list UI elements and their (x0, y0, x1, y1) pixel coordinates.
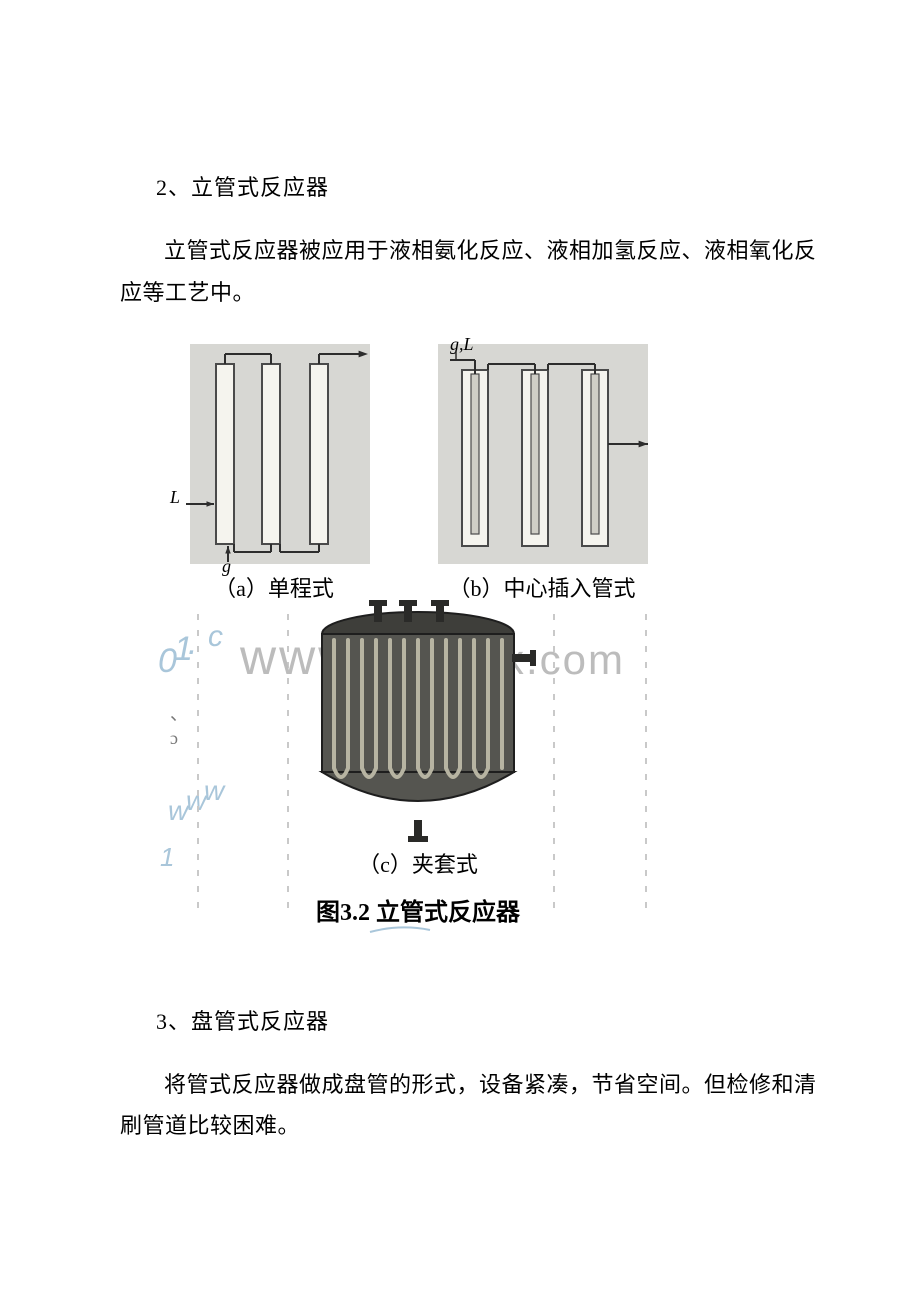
section-2-heading: 2、立管式反应器 (156, 170, 820, 202)
svg-text:g: g (222, 556, 231, 576)
section-3-body: 将管式反应器做成盘管的形式，设备紧凑，节省空间。但检修和清刷管道比较困难。 (120, 1064, 820, 1148)
svg-text:（a）单程式: （a）单程式 (214, 576, 334, 601)
section-2-body: 立管式反应器被应用于液相氨化反应、液相加氢反应、液相氧化反应等工艺中。 (120, 230, 820, 314)
svg-text:（c）夹套式: （c）夹套式 (358, 852, 478, 877)
section-3-heading: 3、盘管式反应器 (156, 1004, 820, 1036)
svg-text:1: 1 (160, 842, 174, 872)
svg-text:L: L (169, 487, 180, 507)
svg-text:、: 、 (170, 704, 188, 724)
svg-text:.: . (188, 624, 197, 662)
svg-text:w: w (204, 775, 226, 806)
svg-text:图3.2 立管式反应器: 图3.2 立管式反应器 (316, 898, 521, 926)
figure-3-2: 01.c、ɔwww1Lgg,L（a）单程式（b）中心插入管式wwwcx.com（… (150, 334, 820, 934)
svg-text:ɔ: ɔ (170, 728, 178, 748)
svg-text:c: c (208, 620, 223, 653)
figure-svg: 01.c、ɔwww1Lgg,L（a）单程式（b）中心插入管式wwwcx.com（… (150, 334, 670, 934)
svg-text:（b）中心插入管式: （b）中心插入管式 (448, 576, 635, 601)
svg-text:g,L: g,L (450, 334, 474, 354)
